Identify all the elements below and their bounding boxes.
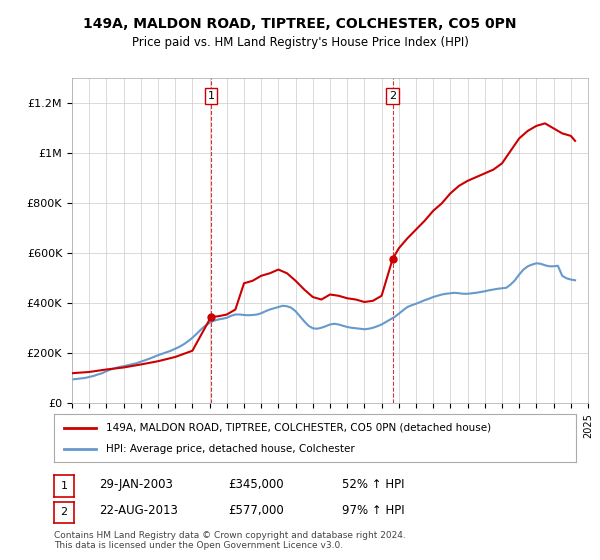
Text: 52% ↑ HPI: 52% ↑ HPI bbox=[342, 478, 404, 491]
Text: Price paid vs. HM Land Registry's House Price Index (HPI): Price paid vs. HM Land Registry's House … bbox=[131, 36, 469, 49]
Text: 1: 1 bbox=[208, 91, 214, 101]
Text: £577,000: £577,000 bbox=[228, 504, 284, 517]
Text: 2: 2 bbox=[61, 507, 67, 517]
Text: 2: 2 bbox=[389, 91, 396, 101]
Text: £345,000: £345,000 bbox=[228, 478, 284, 491]
Text: 1: 1 bbox=[61, 481, 67, 491]
Text: 149A, MALDON ROAD, TIPTREE, COLCHESTER, CO5 0PN: 149A, MALDON ROAD, TIPTREE, COLCHESTER, … bbox=[83, 17, 517, 31]
Text: 29-JAN-2003: 29-JAN-2003 bbox=[99, 478, 173, 491]
Text: HPI: Average price, detached house, Colchester: HPI: Average price, detached house, Colc… bbox=[106, 444, 355, 454]
Text: 22-AUG-2013: 22-AUG-2013 bbox=[99, 504, 178, 517]
Text: Contains HM Land Registry data © Crown copyright and database right 2024.
This d: Contains HM Land Registry data © Crown c… bbox=[54, 530, 406, 550]
Text: 97% ↑ HPI: 97% ↑ HPI bbox=[342, 504, 404, 517]
Text: 149A, MALDON ROAD, TIPTREE, COLCHESTER, CO5 0PN (detached house): 149A, MALDON ROAD, TIPTREE, COLCHESTER, … bbox=[106, 423, 491, 433]
